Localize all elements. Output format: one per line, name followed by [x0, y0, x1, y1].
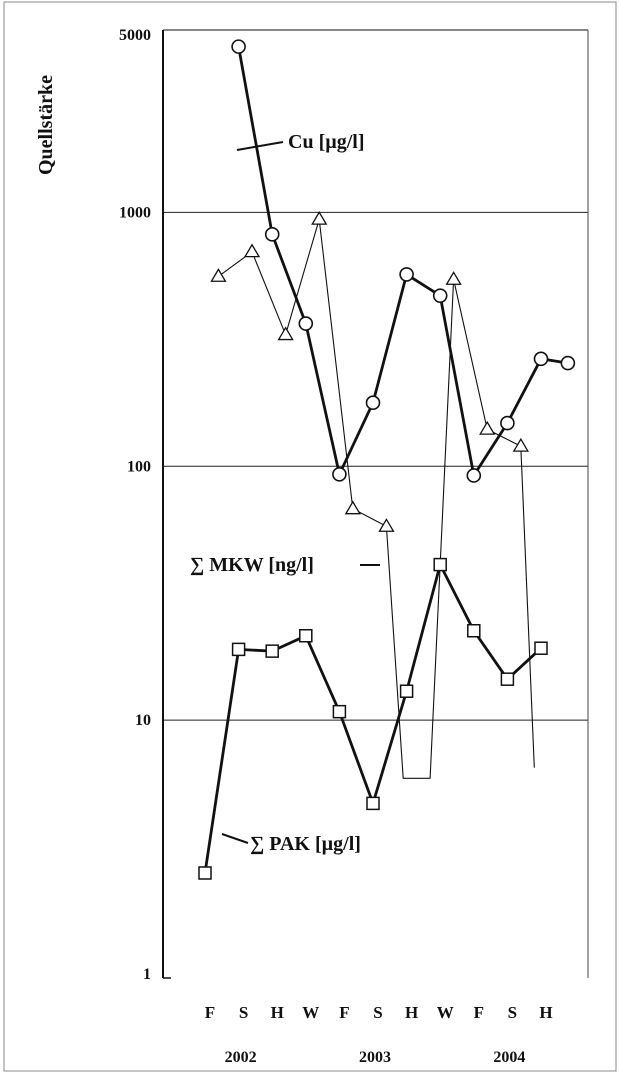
data-point-pak [332, 704, 347, 719]
data-point-cu [466, 468, 482, 483]
x-category-label: S [373, 1003, 382, 1022]
x-year-label-2004: 2004 [493, 1049, 525, 1066]
x-category-label: F [339, 1003, 349, 1022]
data-point-pak [500, 672, 515, 686]
axes-layer [3, 1, 617, 1072]
x-category-label: F [205, 1003, 215, 1022]
series-mkw [210, 210, 535, 779]
data-point-cu [365, 395, 381, 411]
data-point-mkw [445, 271, 462, 285]
y-tick-label-10: 10 [135, 712, 151, 729]
data-point-cu [432, 288, 448, 303]
annotation-cu: Cu [µg/l] [288, 131, 365, 153]
series-layer [198, 39, 576, 880]
x-category-label: H [539, 1003, 552, 1022]
y-axis-label: Quellstärke [35, 75, 57, 175]
data-point-pak [299, 629, 313, 643]
data-point-cu [533, 351, 549, 367]
annotation-mkw: ∑ MKW [ng/l] [190, 554, 314, 576]
data-point-pak [467, 623, 481, 638]
x-year-label-2003: 2003 [359, 1049, 391, 1066]
x-category-label: H [405, 1003, 418, 1022]
page-border [3, 1, 617, 1072]
data-point-mkw [344, 500, 361, 515]
x-category-label: S [239, 1003, 248, 1022]
data-point-pak [433, 557, 447, 572]
x-category-label: W [437, 1003, 454, 1022]
data-point-mkw [512, 437, 529, 452]
x-category-label: W [302, 1003, 319, 1022]
series-cu [231, 39, 576, 483]
data-point-cu [500, 415, 515, 431]
y-tick-label-1000: 1000 [119, 204, 151, 221]
data-point-pak [198, 866, 212, 880]
x-category-label: F [474, 1003, 484, 1022]
data-point-cu [399, 267, 414, 282]
x-category-label: H [271, 1003, 284, 1022]
y-tick-label-100: 100 [127, 458, 151, 475]
annotation-leader-cu [236, 141, 284, 151]
data-point-mkw [479, 420, 496, 435]
x-year-label-2002: 2002 [225, 1049, 257, 1066]
data-point-mkw [311, 210, 328, 225]
data-point-pak [399, 684, 414, 698]
data-point-pak [231, 642, 246, 657]
data-point-cu [332, 466, 347, 482]
annotation-pak: ∑ PAK [µg/l] [250, 833, 361, 855]
data-point-cu [560, 355, 576, 371]
series-pak [198, 557, 548, 880]
grid-layer [163, 211, 588, 721]
annotation-leader-pak [221, 833, 249, 844]
y-tick-label-1: 1 [143, 966, 151, 983]
data-point-mkw [277, 326, 294, 341]
data-point-pak [534, 641, 548, 655]
data-point-cu [264, 227, 280, 242]
data-point-pak [265, 644, 279, 658]
x-category-label: S [508, 1003, 517, 1022]
data-point-cu [231, 39, 246, 54]
data-point-pak [366, 796, 380, 811]
data-point-mkw [210, 268, 227, 282]
data-point-cu [298, 316, 314, 331]
y-tick-label-5000: 5000 [119, 27, 151, 44]
data-point-mkw [378, 518, 395, 532]
data-point-mkw [243, 243, 261, 258]
